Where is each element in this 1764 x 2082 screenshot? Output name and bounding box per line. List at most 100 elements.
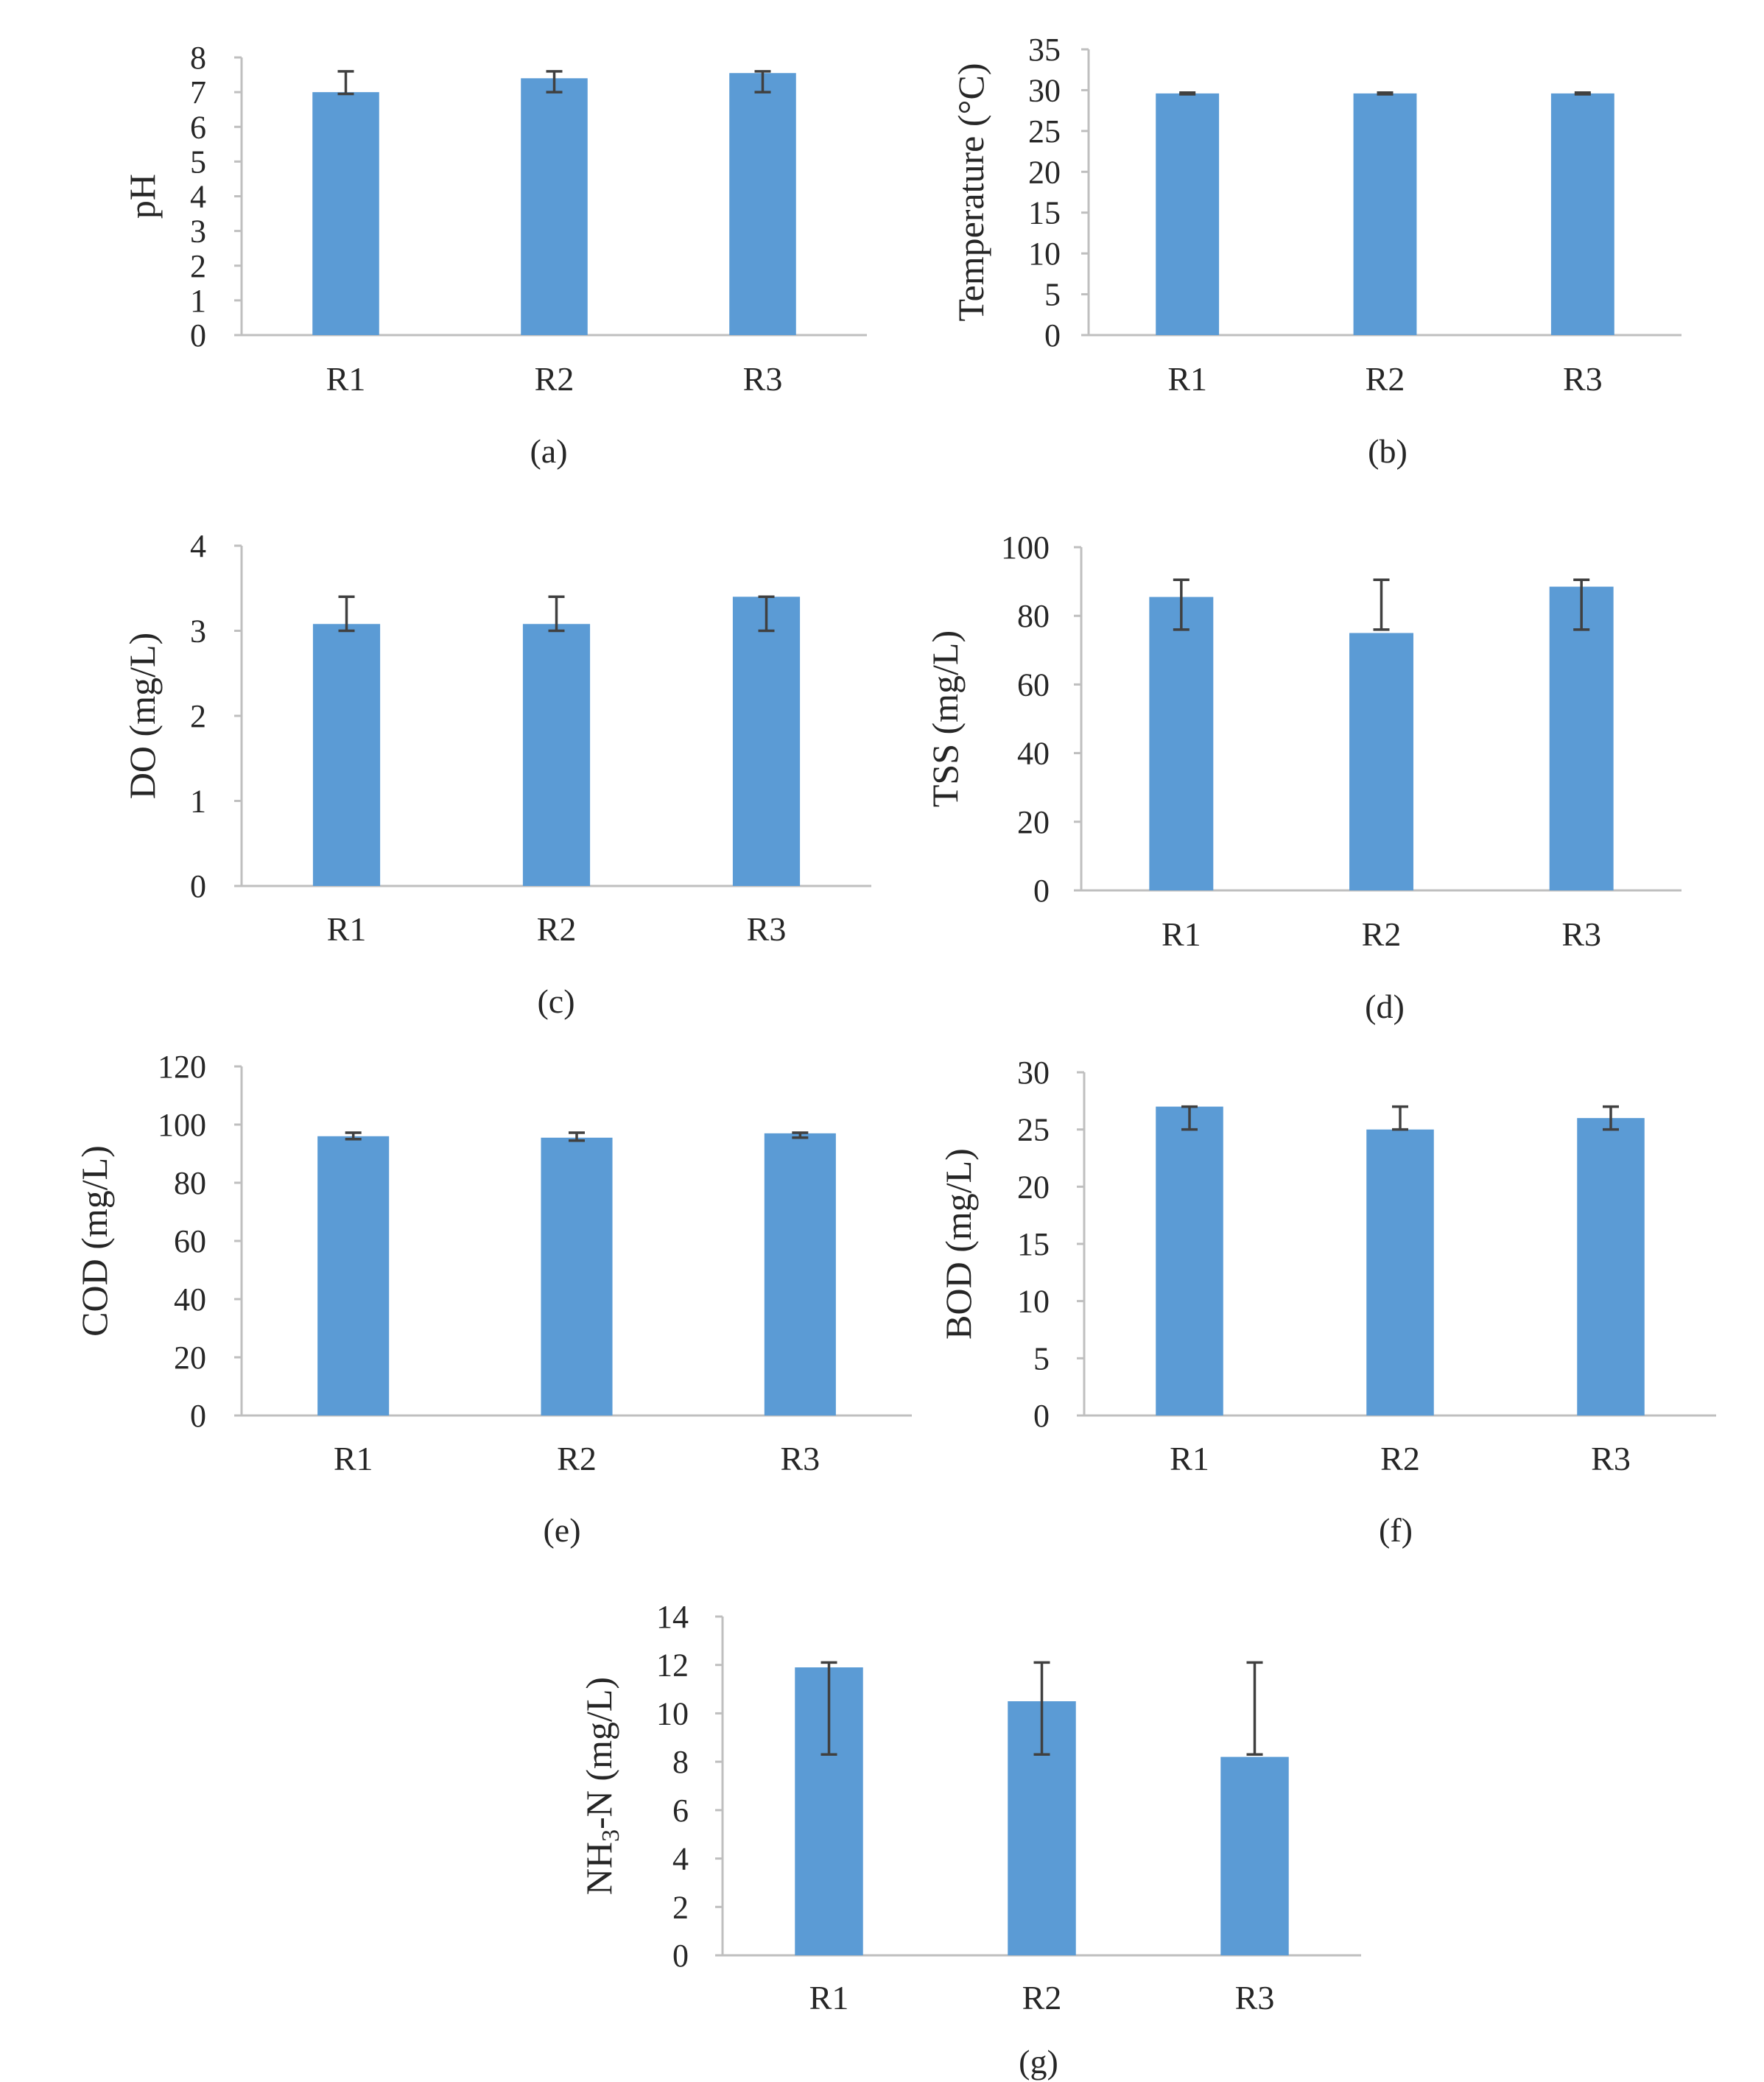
error-bar-r2 [1377,91,1394,96]
error-bar-r2 [546,70,563,94]
error-bar-r3 [754,70,771,94]
error-bar-r3 [1573,578,1590,631]
y-tick-label: 4 [672,1841,689,1877]
y-tick-label: 60 [1017,667,1050,703]
y-tick-label: 5 [190,144,206,180]
x-category-label: R3 [1563,360,1603,398]
error-bar-r1 [1181,1105,1198,1131]
y-axis-title: BOD (mg/L) [938,1148,979,1340]
y-tick-label: 7 [190,74,206,110]
x-category-label: R2 [1380,1440,1420,1477]
bar-r2 [1349,633,1413,890]
y-tick-label: 15 [1017,1226,1050,1262]
y-tick-label: 2 [190,248,206,284]
y-axis-title: Temperature (°C) [950,63,991,321]
x-category-label: R1 [1162,915,1201,953]
bar-r1 [1156,1106,1223,1415]
x-category-label: R1 [326,360,366,398]
error-bar-r1 [345,1131,362,1141]
panel-label: (f) [1379,1511,1413,1549]
bar-r3 [1577,1118,1645,1415]
bar-r1 [1156,93,1220,335]
x-category-label: R3 [1591,1440,1631,1477]
y-tick-label: 8 [190,40,206,76]
panel-label: (g) [1019,2043,1058,2081]
y-axis-title: pH [122,174,163,219]
error-bar-r2 [1033,1661,1050,1756]
x-category-label: R3 [743,360,783,398]
error-bar-r3 [1603,1105,1619,1131]
bar-r3 [764,1133,836,1415]
panel-label: (d) [1365,988,1405,1025]
error-bar-r3 [1574,91,1591,96]
x-category-label: R3 [1235,1979,1275,2016]
x-category-label: R2 [557,1440,597,1477]
y-axis-title: TSS (mg/L) [924,630,966,807]
bar-r3 [1550,93,1614,335]
bar-r3 [1220,1756,1289,1955]
y-tick-label: 100 [1001,530,1050,566]
bar-r1 [312,624,381,886]
y-tick-label: 10 [1028,236,1061,272]
chart-panel-b: 0 5 10 15 20 25 30 35 R1 R2 R3 Temperature (°C) (b) [950,32,1682,470]
x-category-label: R2 [535,360,574,398]
x-category-label: R1 [327,910,367,948]
y-tick-label: 10 [1017,1284,1050,1320]
error-bar-r3 [758,595,775,633]
y-tick-label: 3 [190,214,206,250]
y-tick-label: 15 [1028,195,1061,231]
y-tick-label: 6 [672,1793,689,1829]
y-tick-label: 30 [1028,72,1061,108]
error-bar-r1 [1179,91,1196,96]
y-tick-label: 0 [190,1398,206,1434]
y-tick-label: 4 [190,179,206,215]
y-tick-label: 80 [1017,598,1050,634]
y-axis-title: DO (mg/L) [122,633,163,799]
y-tick-label: 120 [158,1049,206,1085]
y-tick-label: 60 [174,1223,206,1259]
bar-r2 [522,624,591,886]
y-tick-label: 5 [1044,277,1061,313]
x-category-label: R1 [1170,1440,1209,1477]
error-bar-r3 [792,1131,809,1139]
y-tick-label: 40 [174,1281,206,1318]
bar-r3 [1549,586,1614,890]
chart-panel-f: 0 5 10 15 20 25 30 R1 R2 R3 BOD (mg/L) (f) [938,1055,1716,1549]
bar-r3 [729,73,796,336]
error-bar-r2 [1392,1105,1408,1131]
y-tick-label: 4 [190,528,206,564]
error-bar-r2 [1373,578,1390,631]
error-bar-r1 [337,70,354,96]
y-tick-label: 0 [672,1938,689,1974]
y-tick-label: 2 [672,1889,689,1925]
x-category-label: R3 [747,910,787,948]
y-tick-label: 1 [190,283,206,319]
x-category-label: R1 [334,1440,373,1477]
y-tick-label: 0 [190,868,206,904]
chart-panel-e: 0 20 40 60 80 100 120 R1 R2 R3 COD (mg/L) (e) [74,1049,912,1549]
panel-label: (b) [1368,432,1408,470]
y-tick-label: 12 [656,1647,689,1684]
y-tick-label: 20 [1028,154,1061,190]
x-category-label: R3 [1561,915,1601,953]
bar-r1 [312,92,379,335]
y-axis-title: NH3-N (mg/L) [578,1677,625,1895]
y-tick-label: 80 [174,1165,206,1201]
x-category-label: R1 [809,1979,849,2016]
y-axis-title: COD (mg/L) [74,1145,115,1337]
y-tick-label: 0 [1044,317,1061,354]
y-tick-label: 100 [158,1107,206,1143]
y-tick-label: 3 [190,613,206,650]
chart-panel-c: 0 1 2 3 4 R1 R2 R3 DO (mg/L) (c) [122,528,871,1020]
bar-r1 [317,1136,390,1415]
error-bar-r1 [820,1661,837,1756]
y-tick-label: 5 [1033,1340,1050,1376]
bar-r2 [1353,93,1417,335]
panel-label: (c) [537,982,574,1020]
bar-r1 [1149,597,1214,890]
bar-r3 [732,597,801,886]
y-tick-label: 25 [1017,1112,1050,1148]
y-tick-label: 6 [190,109,206,145]
y-tick-label: 30 [1017,1055,1050,1091]
